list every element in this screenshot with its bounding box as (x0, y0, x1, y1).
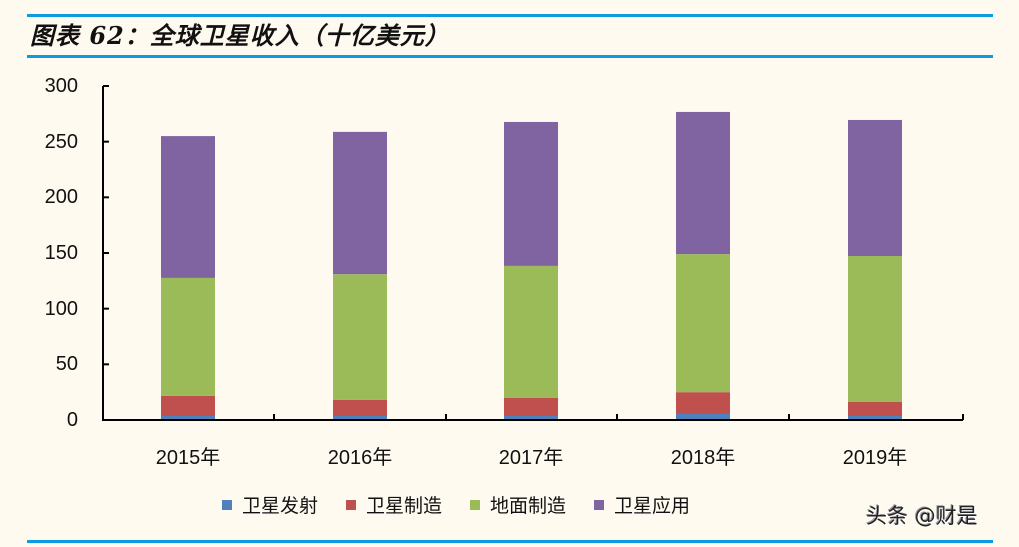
y-tick-label: 0 (66, 409, 78, 431)
y-tick-label: 100 (44, 297, 78, 320)
legend-item: 卫星发射 (222, 491, 318, 518)
legend-item: 地面制造 (470, 491, 566, 518)
bar-segment (161, 136, 215, 278)
bar-segment (504, 397, 558, 416)
legend-swatch-icon (594, 499, 605, 510)
bar-segment (161, 277, 215, 396)
y-tick-label: 150 (44, 242, 78, 264)
bar-segment (504, 415, 558, 420)
bar-segment (848, 119, 902, 257)
bar-segment (848, 256, 902, 402)
legend-label: 卫星应用 (614, 495, 691, 517)
bar-segment (676, 413, 730, 420)
legend-swatch-icon (222, 499, 232, 510)
legend-item: 卫星应用 (594, 491, 690, 518)
y-tick-label: 250 (44, 130, 78, 153)
bar-segment (676, 392, 730, 414)
legend-swatch-icon (346, 499, 357, 510)
bar-segment (333, 274, 387, 400)
bar-segment (161, 415, 215, 420)
x-tick-label: 2019年 (842, 447, 908, 469)
y-tick-label: 300 (44, 75, 78, 97)
x-tick-label: 2015年 (155, 447, 221, 469)
bar-segment (333, 415, 387, 420)
chart-title: 图表 62：全球卫星收入（十亿美元） (30, 21, 450, 50)
bar-segment (676, 111, 730, 255)
x-tick-label: 2016年 (327, 447, 393, 469)
x-tick-label: 2018年 (670, 447, 736, 469)
legend-label: 卫星发射 (242, 495, 319, 517)
top-rule (27, 14, 993, 17)
y-tick-label: 200 (44, 186, 78, 209)
legend-label: 地面制造 (490, 495, 567, 517)
bar-segment (333, 399, 387, 416)
bar-segment (848, 415, 902, 420)
watermark: 头条 @财是 (866, 504, 978, 528)
chart-legend: 卫星发射 卫星制造 地面制造 卫星应用 (222, 491, 718, 518)
bar-segment (848, 401, 902, 416)
bar-segment (504, 265, 558, 398)
legend-label: 卫星制造 (366, 495, 443, 517)
legend-item: 卫星制造 (346, 491, 442, 518)
legend-swatch-icon (470, 499, 481, 510)
y-tick-label: 50 (55, 353, 78, 376)
x-tick-label: 2017年 (498, 447, 564, 469)
bar-segment (676, 254, 730, 393)
bar-segment (333, 131, 387, 275)
bar-segment (504, 121, 558, 266)
title-underline (27, 55, 993, 58)
bar-segment (161, 395, 215, 416)
bottom-rule (27, 540, 993, 543)
